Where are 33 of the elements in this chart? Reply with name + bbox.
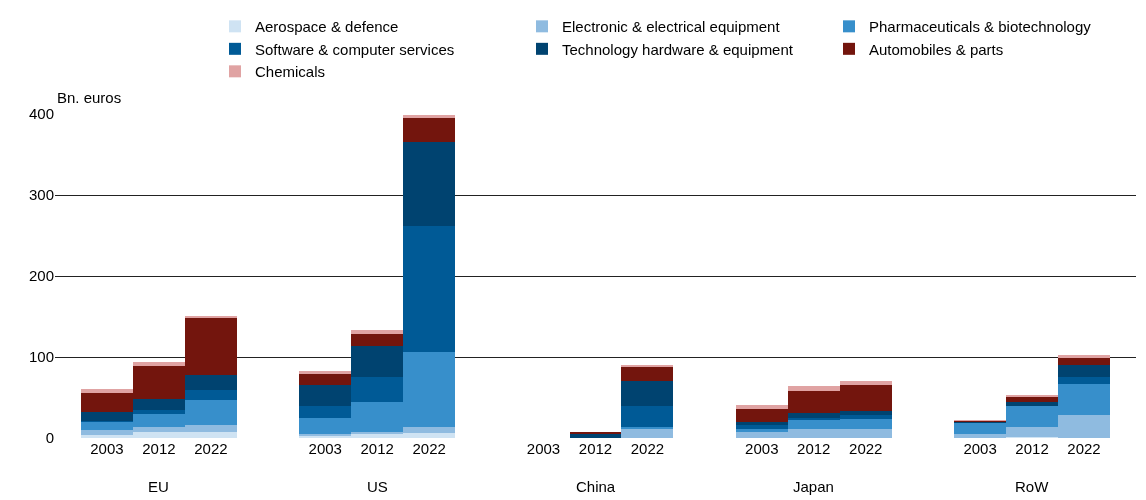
x-tick-label: 2012: [1015, 440, 1049, 457]
legend-label: Automobiles & parts: [869, 40, 1004, 58]
text: EU: [148, 478, 169, 495]
x-tick-label: 2012: [797, 440, 831, 457]
y-tick-label: 0: [45, 429, 54, 447]
x-tick-label: 2003: [963, 440, 997, 457]
x-tick-label: 2003: [526, 440, 561, 457]
x-tick-label: 2022: [1067, 440, 1101, 457]
legend-label: Chemicals: [255, 63, 326, 81]
y-tick-label: 100: [28, 348, 54, 366]
x-tick-label: 2012: [578, 440, 613, 457]
text: China: [576, 478, 616, 495]
y-tick-label: 400: [28, 105, 54, 123]
x-tick-label: 2003: [308, 440, 342, 457]
y-tick-label: 300: [28, 186, 54, 204]
x-tick-label: 2022: [630, 440, 665, 457]
legend-label: Technology hardware & equipment: [562, 40, 794, 58]
legend-label: Software & computer services: [255, 40, 455, 58]
x-tick-label: 2003: [90, 440, 124, 457]
y-tick-label: 200: [28, 267, 54, 285]
y-axis-title: Bn. euros: [57, 89, 122, 106]
x-tick-label: 2022: [412, 440, 446, 457]
x-tick-label: 2012: [360, 440, 394, 457]
legend-label: Pharmaceuticals & biotechnology: [869, 18, 1092, 36]
legend-label: Electronic & electrical equipment: [562, 18, 781, 36]
x-tick-label: 2022: [849, 440, 883, 457]
text: US: [367, 478, 388, 495]
x-tick-label: 2003: [745, 440, 779, 457]
legend-label: Aerospace & defence: [255, 18, 399, 36]
text: RoW: [1015, 478, 1050, 495]
x-tick-label: 2022: [194, 440, 228, 457]
text: Japan: [793, 478, 834, 495]
x-tick-label: 2012: [142, 440, 176, 457]
